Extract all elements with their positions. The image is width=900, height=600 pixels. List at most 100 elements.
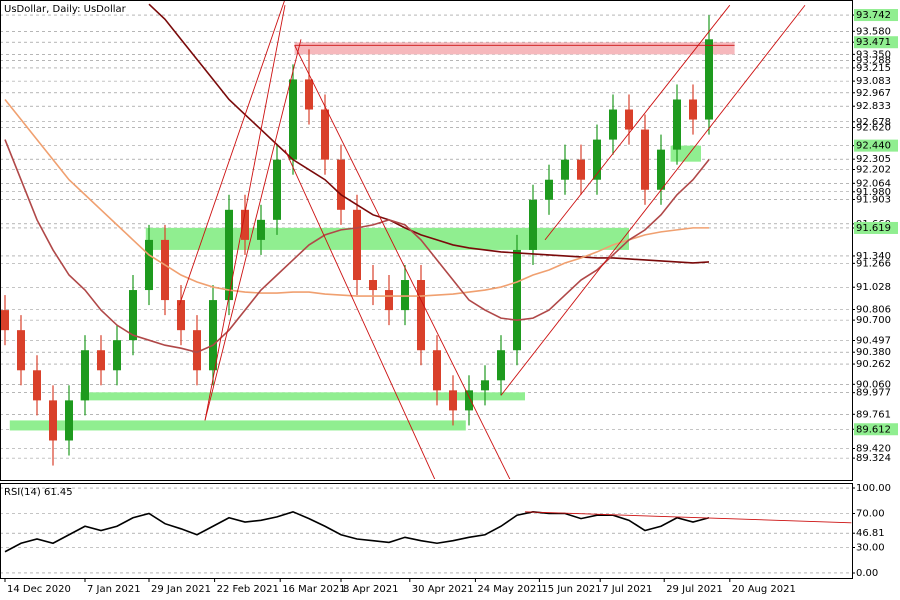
candle-body <box>33 370 41 401</box>
candle-body <box>401 280 409 311</box>
candle-body <box>161 239 169 301</box>
x-tick-label: 22 Feb 2021 <box>217 584 279 595</box>
candle-body <box>321 109 329 160</box>
y-tick-label: 90.060 <box>856 379 891 390</box>
y-tick-label: 90.380 <box>856 347 891 358</box>
chart-title: UsDollar, Daily: UsDollar <box>4 4 127 15</box>
y-tick-label: 89.977 <box>856 388 891 399</box>
price-highlight <box>854 139 898 152</box>
candle-body <box>545 179 553 200</box>
y-tick-label: 30.00 <box>856 542 885 553</box>
y-tick-label: 70.00 <box>856 509 885 520</box>
rsi-plot <box>1 487 852 574</box>
candle-body <box>17 330 25 371</box>
y-tick-label: 92.678 <box>856 117 891 128</box>
candle-body <box>81 350 89 401</box>
candle-body <box>209 300 217 371</box>
y-tick-label: 89.612 <box>856 424 891 435</box>
price-plot <box>1 1 852 479</box>
trendline <box>500 4 806 396</box>
y-tick-label: 92.620 <box>856 123 891 134</box>
x-tick-label: 30 Apr 2021 <box>412 584 474 595</box>
candle-body <box>625 109 633 130</box>
candle-body <box>465 390 473 411</box>
candle-body <box>705 39 713 120</box>
trendline <box>544 4 731 241</box>
candle-body <box>225 209 233 301</box>
price-highlight <box>854 221 898 234</box>
series-line <box>4 510 710 553</box>
x-tick-label: 16 Mar 2021 <box>282 584 345 595</box>
y-tick-label: 91.619 <box>856 223 891 234</box>
candle-body <box>337 159 345 210</box>
candle-body <box>433 350 441 391</box>
y-tick-label: 93.471 <box>856 37 891 48</box>
rsi-title: RSI(14) 61.45 <box>4 487 73 498</box>
candle-body <box>257 219 265 240</box>
candle-body <box>241 209 249 240</box>
y-tick-label: 93.580 <box>856 26 891 37</box>
candle-body <box>129 290 137 341</box>
y-tick-label: 90.497 <box>856 335 891 346</box>
trendline <box>178 1 285 306</box>
candle-body <box>561 159 569 180</box>
x-tick-label: 20 Aug 2021 <box>732 584 796 595</box>
y-tick-label: 89.420 <box>856 444 891 455</box>
candle-body <box>97 350 105 371</box>
candle-body <box>113 340 121 371</box>
candle-body <box>289 79 297 160</box>
candle-body <box>513 249 521 351</box>
price-highlight <box>854 423 898 436</box>
x-tick-label: 24 May 2021 <box>477 584 542 595</box>
y-tick-label: 91.903 <box>856 194 891 205</box>
zone <box>294 42 735 55</box>
y-tick-label: 92.305 <box>856 154 891 165</box>
trendline <box>204 5 286 421</box>
y-tick-label: 90.806 <box>856 305 891 316</box>
candle-body <box>417 280 425 351</box>
y-tick-label: 91.340 <box>856 251 891 262</box>
candle-body <box>577 159 585 180</box>
candle-body <box>497 350 505 381</box>
y-tick-label: 91.980 <box>856 187 891 198</box>
y-tick-label: 92.064 <box>856 178 891 189</box>
y-tick-label: 93.742 <box>856 10 891 21</box>
candle-body <box>593 139 601 180</box>
candle-body <box>529 199 537 250</box>
zone <box>9 420 466 431</box>
y-tick-label: 100.00 <box>856 483 891 494</box>
y-tick-label: 46.81 <box>856 528 885 539</box>
candle-body <box>369 280 377 291</box>
candle-body <box>193 330 201 371</box>
y-tick-label: 90.262 <box>856 359 891 370</box>
y-tick-label: 92.202 <box>856 164 891 175</box>
y-tick-label: 92.967 <box>856 88 891 99</box>
candle-body <box>689 99 697 120</box>
candle-body <box>65 400 73 441</box>
rsi-pane <box>0 483 853 579</box>
trendline <box>204 39 302 421</box>
trendline <box>524 511 852 524</box>
price-highlight <box>854 36 898 49</box>
x-tick-label: 29 Jul 2021 <box>666 584 723 595</box>
y-tick-label: 93.350 <box>856 49 891 60</box>
x-tick-label: 29 Jan 2021 <box>151 584 211 595</box>
y-tick-label: 91.266 <box>856 258 891 269</box>
series-line <box>148 3 710 264</box>
x-tick-label: 14 Dec 2020 <box>7 584 71 595</box>
candle-body <box>641 129 649 190</box>
candle-body <box>273 159 281 220</box>
y-tick-label: 90.700 <box>856 315 891 326</box>
candle-body <box>673 99 681 150</box>
y-tick-label: 0.00 <box>856 568 878 579</box>
y-tick-label: 93.083 <box>856 76 891 87</box>
x-tick-label: 7 Jul 2021 <box>602 584 652 595</box>
y-tick-label: 92.833 <box>856 101 891 112</box>
y-tick-label: 92.440 <box>856 141 891 152</box>
candle-body <box>1 310 9 331</box>
series-line <box>4 139 710 354</box>
y-tick-label: 89.761 <box>856 409 891 420</box>
x-tick-label: 8 Apr 2021 <box>343 584 398 595</box>
series-line <box>4 98 709 297</box>
